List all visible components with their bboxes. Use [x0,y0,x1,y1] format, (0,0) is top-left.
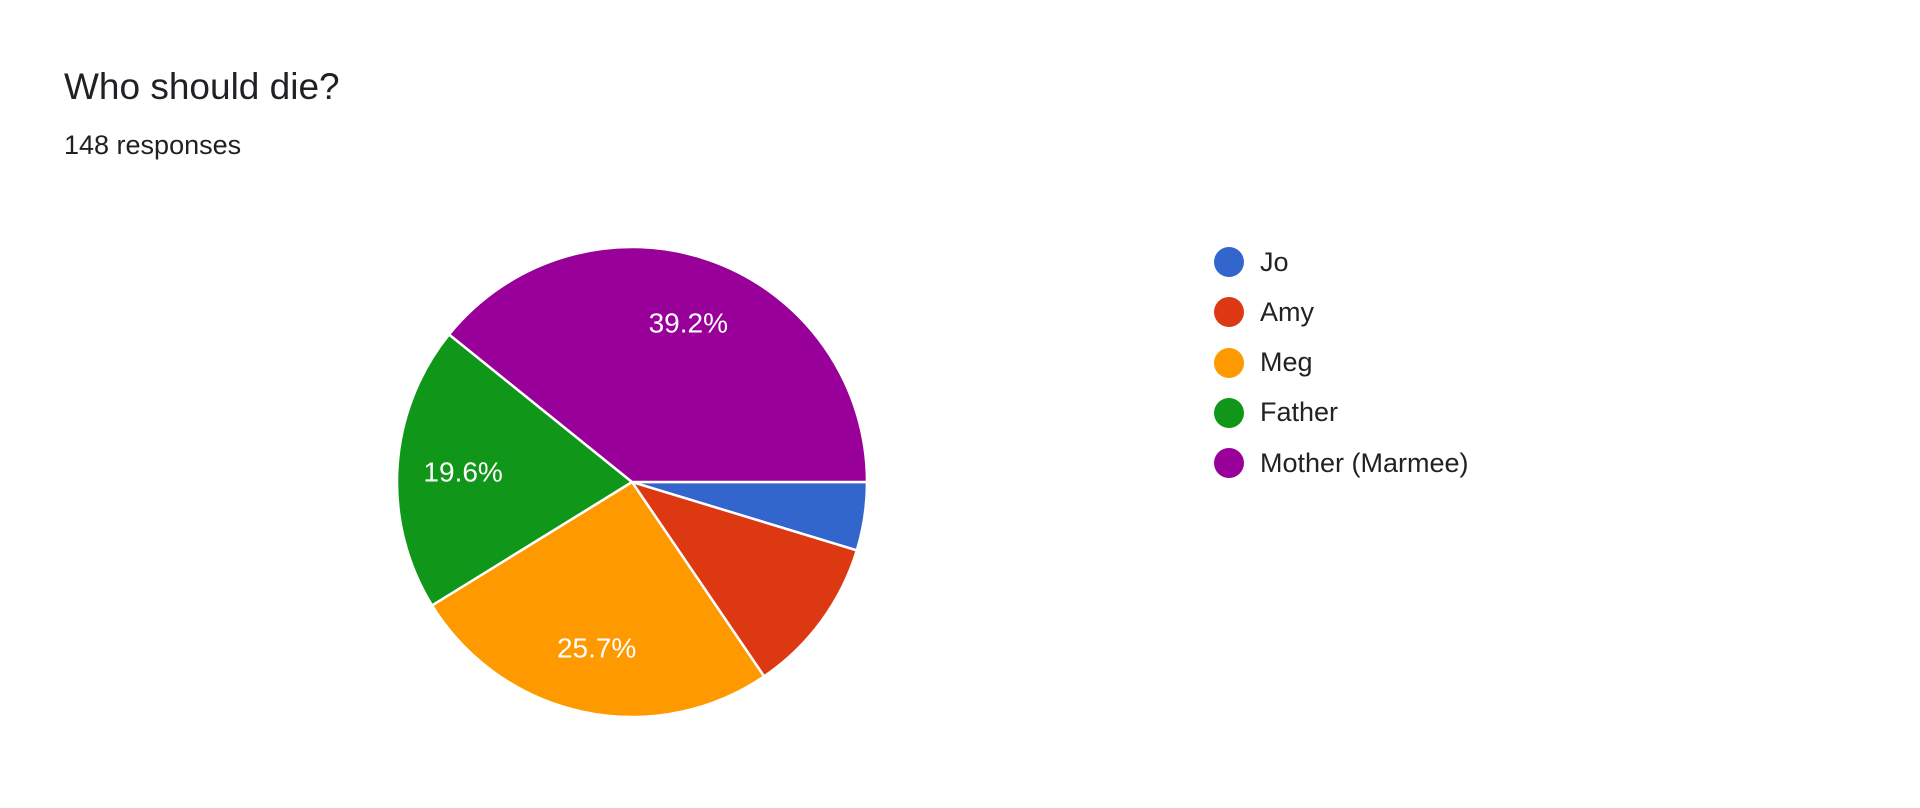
legend-dot-icon [1214,448,1244,479]
legend-item[interactable]: Amy [1214,296,1314,328]
slice-data-label: 19.6% [423,456,502,487]
legend-item[interactable]: Meg [1214,347,1313,378]
legend-dot-icon [1214,347,1244,378]
legend-label: Mother (Marmee) [1260,447,1469,478]
response-count: 148 responses [64,130,242,160]
pie-slice-amy[interactable] [628,479,859,679]
legend-label: Amy [1260,296,1314,327]
legend-dot-icon [1214,247,1244,277]
legend-label: Father [1260,397,1339,428]
slice-data-label: 39.2% [649,307,728,338]
pie-slice-meg[interactable] [430,480,766,719]
legend-dot-icon [1214,297,1244,328]
legend-label: Meg [1260,347,1313,378]
legend-label: Jo [1260,246,1289,277]
pie-slice-mother-marmee[interactable] [447,245,869,484]
legend-item[interactable]: Jo [1214,247,1289,277]
slice-data-label: 25.7% [557,632,636,663]
legend-item[interactable]: Mother (Marmee) [1214,447,1469,479]
legend-item[interactable]: Father [1214,397,1339,428]
pie-slice-father[interactable] [395,332,635,608]
chart-title: Who should die? [64,66,340,107]
legend-dot-icon [1214,397,1244,428]
